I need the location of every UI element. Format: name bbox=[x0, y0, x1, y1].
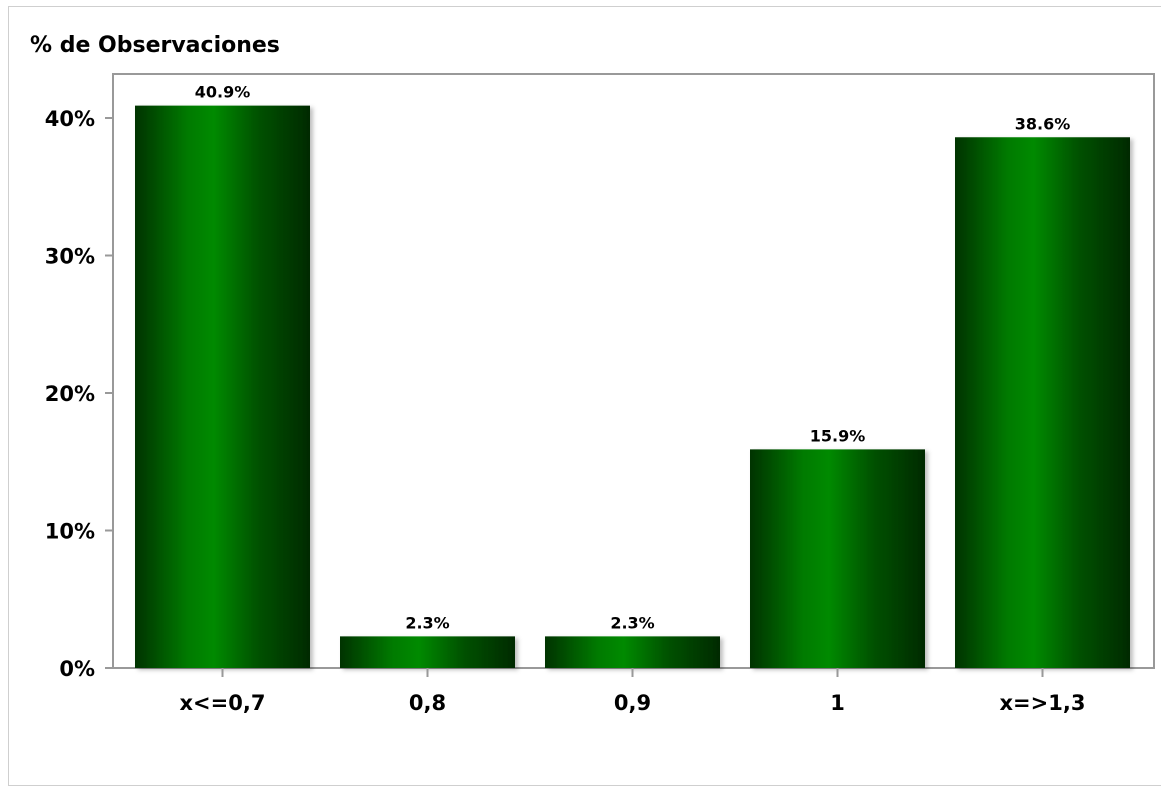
y-tick-label: 0% bbox=[59, 657, 95, 681]
bar-value-label: 38.6% bbox=[1015, 114, 1071, 133]
bar bbox=[750, 449, 925, 668]
bar bbox=[340, 636, 515, 668]
bars-group: 40.9% 2.3% 2.3% 15.9% 38.6% bbox=[135, 83, 1130, 668]
x-category-label: x=>1,3 bbox=[1000, 691, 1086, 715]
x-category-label: 0,8 bbox=[409, 691, 446, 715]
x-axis: x<=0,7 0,8 0,9 1 x=>1,3 bbox=[180, 668, 1086, 715]
bar-value-label: 40.9% bbox=[195, 83, 251, 102]
bar-value-label: 2.3% bbox=[610, 613, 654, 632]
y-tick-label: 30% bbox=[45, 245, 95, 269]
x-category-label: x<=0,7 bbox=[180, 691, 266, 715]
y-axis-title: % de Observaciones bbox=[30, 33, 280, 58]
bar bbox=[135, 105, 310, 668]
bar-value-label: 2.3% bbox=[405, 613, 449, 632]
x-category-label: 0,9 bbox=[614, 691, 651, 715]
x-category-label: 1 bbox=[830, 691, 845, 715]
y-tick-label: 40% bbox=[45, 107, 95, 131]
y-tick-label: 10% bbox=[45, 520, 95, 544]
y-axis: 0% 10% 20% 30% 40% bbox=[45, 107, 113, 681]
bar bbox=[955, 137, 1130, 668]
bar-value-label: 15.9% bbox=[810, 426, 866, 445]
y-tick-label: 20% bbox=[45, 382, 95, 406]
bar bbox=[545, 636, 720, 668]
